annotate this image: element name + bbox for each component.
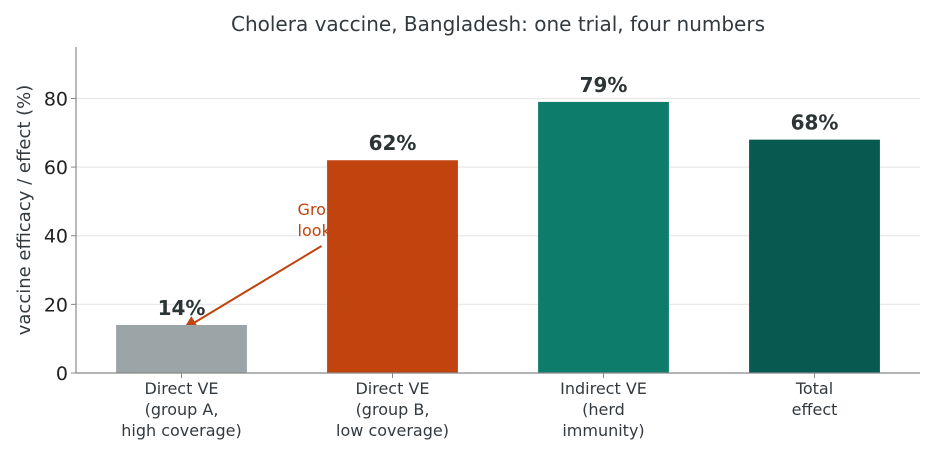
y-tick-label: 40 (44, 226, 68, 248)
x-tick-label: effect (792, 400, 838, 419)
bars (116, 101, 880, 373)
annotation: Gro look (183, 200, 332, 330)
x-tick-label: Indirect VE (560, 379, 647, 398)
axes (75, 47, 920, 374)
x-tick-label: Direct VE (355, 379, 429, 398)
value-label: 62% (369, 131, 417, 155)
x-tick-label: (group A, (145, 400, 219, 419)
annotation-arrow (183, 245, 323, 330)
bar (116, 324, 247, 373)
y-axis-label: vaccine efficacy / effect (%) (14, 85, 35, 336)
x-tick-label: Direct VE (144, 379, 218, 398)
x-tick-labels: Direct VE (group A, high coverage) Direct V… (121, 373, 837, 440)
x-tick-label: Total (795, 379, 833, 398)
y-tick-label: 0 (56, 363, 68, 385)
bar (327, 160, 458, 373)
x-tick-label: low coverage) (336, 421, 449, 440)
value-label: 14% (158, 296, 206, 320)
y-tick-label: 20 (44, 294, 68, 316)
chart-title: Cholera vaccine, Bangladesh: one trial, … (231, 12, 765, 36)
bar (749, 139, 880, 373)
value-label: 68% (791, 111, 839, 135)
y-tick-label: 60 (44, 157, 68, 179)
x-tick-label: high coverage) (121, 421, 242, 440)
x-tick-label: (herd (582, 400, 625, 419)
y-tick-label: 80 (44, 88, 68, 110)
x-tick-label: (group B, (356, 400, 430, 419)
y-tick-labels: 0 20 40 60 80 (44, 88, 76, 385)
value-labels: 14% 62% 79% 68% (158, 73, 839, 320)
annotation-text: Gro (298, 200, 326, 219)
annotation-text: look (298, 221, 332, 240)
x-tick-label: immunity) (562, 421, 644, 440)
bar (538, 101, 669, 373)
value-label: 79% (580, 73, 628, 97)
